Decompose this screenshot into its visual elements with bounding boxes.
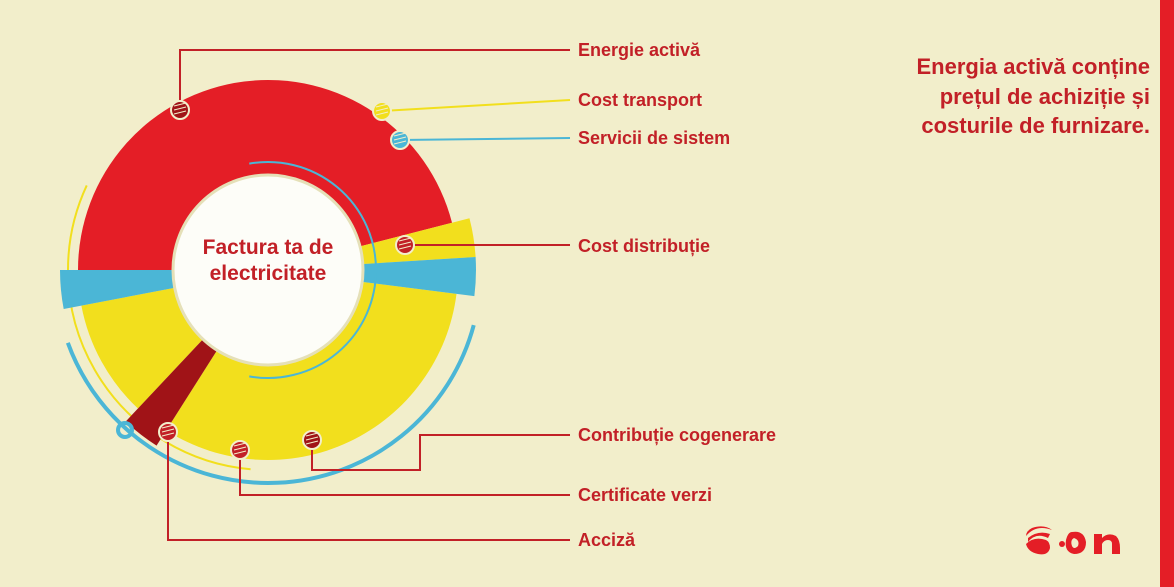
legend-acciza: Acciză [578, 530, 635, 551]
legend-servicii_sistem: Servicii de sistem [578, 128, 730, 149]
slice-certificate_verzi [81, 270, 268, 409]
legend-cost_distributie: Cost distribuție [578, 236, 710, 257]
slice-contributie_cogen [126, 270, 268, 446]
legend-cost_transport: Cost transport [578, 90, 702, 111]
description-text: Energia activă conține prețul de achiziț… [860, 52, 1150, 141]
legend-certificate_verzi: Certificate verzi [578, 485, 712, 506]
donut-center-label: Factura ta de electricitate [168, 235, 368, 288]
legend-contributie_cogen: Contribuție cogenerare [578, 425, 776, 446]
accent-bar [1160, 0, 1174, 587]
brand-logo [1024, 516, 1134, 565]
slice-cost_distributie [166, 270, 456, 460]
legend-energie_activa: Energie activă [578, 40, 700, 61]
